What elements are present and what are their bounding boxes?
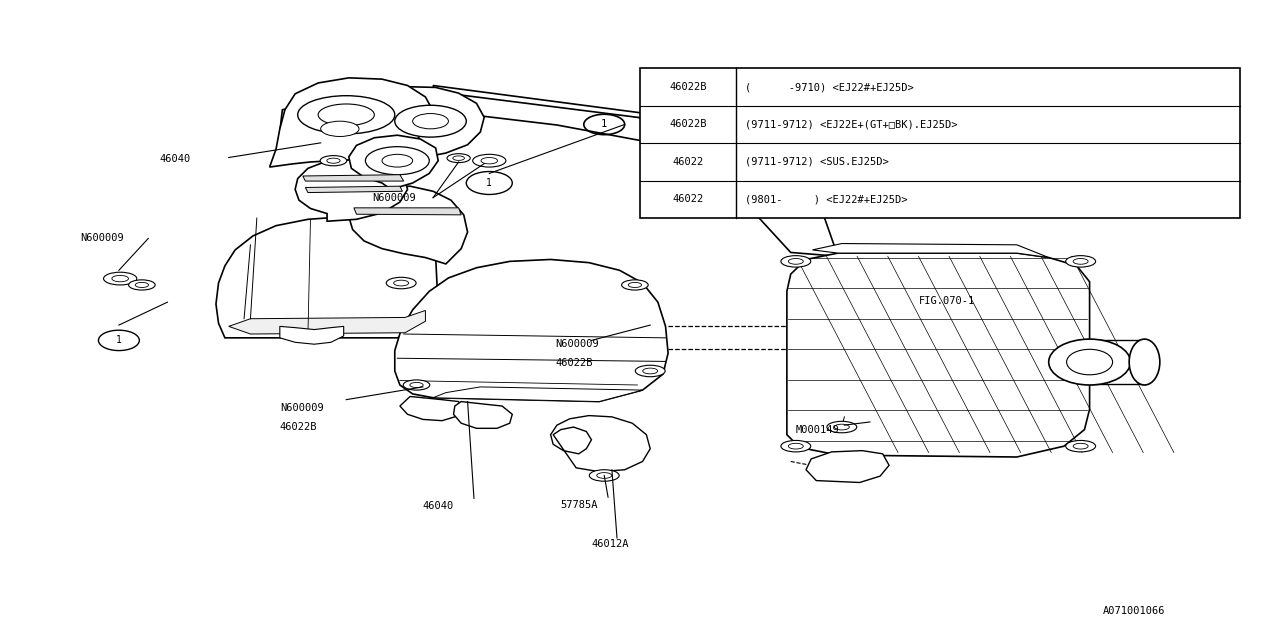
Text: N600009: N600009 <box>81 234 124 243</box>
Polygon shape <box>348 135 438 189</box>
Polygon shape <box>550 415 650 472</box>
Ellipse shape <box>128 280 155 290</box>
Polygon shape <box>813 244 1048 257</box>
Polygon shape <box>303 175 403 181</box>
Ellipse shape <box>298 96 394 134</box>
Ellipse shape <box>1073 259 1088 264</box>
Ellipse shape <box>394 280 408 286</box>
Ellipse shape <box>104 272 137 285</box>
Ellipse shape <box>321 121 358 136</box>
Text: M000149: M000149 <box>796 424 840 435</box>
Ellipse shape <box>410 383 424 388</box>
Text: 46022B: 46022B <box>669 82 707 92</box>
Text: N600009: N600009 <box>280 403 324 413</box>
Polygon shape <box>280 92 666 143</box>
Polygon shape <box>270 78 433 167</box>
Text: N600009: N600009 <box>556 339 599 349</box>
Text: 46022B: 46022B <box>556 358 593 369</box>
Polygon shape <box>371 87 484 157</box>
Ellipse shape <box>643 368 658 374</box>
Polygon shape <box>453 401 512 428</box>
Polygon shape <box>806 451 890 483</box>
Ellipse shape <box>365 147 429 175</box>
Ellipse shape <box>136 282 148 287</box>
Ellipse shape <box>788 444 804 449</box>
Ellipse shape <box>319 104 374 125</box>
Ellipse shape <box>1048 339 1130 385</box>
Text: (9801-     ) <EJ22#+EJ25D>: (9801- ) <EJ22#+EJ25D> <box>745 195 908 204</box>
Text: 1: 1 <box>602 120 608 129</box>
Ellipse shape <box>453 156 465 161</box>
Ellipse shape <box>447 154 470 163</box>
Text: (9711-9712) <SUS.EJ25D>: (9711-9712) <SUS.EJ25D> <box>745 157 888 167</box>
Text: N600009: N600009 <box>371 193 416 203</box>
Ellipse shape <box>387 277 416 289</box>
Ellipse shape <box>1073 444 1088 449</box>
Ellipse shape <box>781 255 810 267</box>
FancyBboxPatch shape <box>640 68 1240 218</box>
Ellipse shape <box>622 280 648 290</box>
Polygon shape <box>353 208 461 215</box>
Text: (      -9710) <EJ22#+EJ25D>: ( -9710) <EJ22#+EJ25D> <box>745 82 914 92</box>
Text: 46022B: 46022B <box>669 120 707 129</box>
Polygon shape <box>348 186 467 264</box>
Ellipse shape <box>111 275 128 282</box>
Ellipse shape <box>1066 440 1096 452</box>
Text: 1: 1 <box>116 335 122 346</box>
Text: A071001066: A071001066 <box>1102 605 1165 616</box>
Text: FIG.070-1: FIG.070-1 <box>919 296 974 306</box>
Ellipse shape <box>394 105 466 137</box>
Text: 46012A: 46012A <box>591 540 628 549</box>
Polygon shape <box>280 326 344 344</box>
Ellipse shape <box>412 113 448 129</box>
Text: 46040: 46040 <box>159 154 191 164</box>
Ellipse shape <box>403 380 430 390</box>
Polygon shape <box>433 387 643 401</box>
Ellipse shape <box>788 259 804 264</box>
Text: 57785A: 57785A <box>561 500 598 510</box>
Polygon shape <box>216 217 438 338</box>
Text: 46040: 46040 <box>422 501 454 511</box>
Polygon shape <box>306 186 402 193</box>
Polygon shape <box>296 159 407 221</box>
Polygon shape <box>433 86 838 256</box>
Text: 46022: 46022 <box>672 157 704 167</box>
Text: 46022: 46022 <box>672 195 704 204</box>
Ellipse shape <box>320 156 347 166</box>
Ellipse shape <box>827 421 856 433</box>
Ellipse shape <box>1129 339 1160 385</box>
Text: 46022B: 46022B <box>280 422 317 432</box>
Ellipse shape <box>1066 349 1112 375</box>
Ellipse shape <box>381 154 412 167</box>
Ellipse shape <box>596 472 612 478</box>
Polygon shape <box>787 253 1089 457</box>
Polygon shape <box>399 396 461 420</box>
Ellipse shape <box>835 424 849 430</box>
Text: 1: 1 <box>486 178 493 188</box>
Ellipse shape <box>628 282 641 287</box>
Ellipse shape <box>635 365 666 377</box>
Polygon shape <box>394 259 668 401</box>
Polygon shape <box>229 310 425 334</box>
Ellipse shape <box>472 154 506 167</box>
Ellipse shape <box>481 157 498 164</box>
Ellipse shape <box>1066 255 1096 267</box>
Text: (9711-9712) <EJ22E+(GT+□BK).EJ25D>: (9711-9712) <EJ22E+(GT+□BK).EJ25D> <box>745 120 957 129</box>
Ellipse shape <box>589 470 620 481</box>
Ellipse shape <box>326 158 340 163</box>
Ellipse shape <box>781 440 810 452</box>
